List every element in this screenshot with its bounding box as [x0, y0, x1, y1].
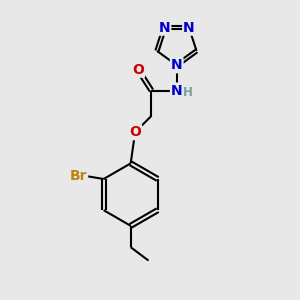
- Text: Br: Br: [70, 169, 87, 183]
- Text: N: N: [171, 58, 183, 72]
- Text: O: O: [132, 63, 144, 77]
- Text: N: N: [159, 21, 170, 35]
- Text: N: N: [171, 84, 183, 98]
- Text: N: N: [183, 21, 195, 35]
- Text: O: O: [129, 125, 141, 139]
- Text: H: H: [183, 86, 193, 99]
